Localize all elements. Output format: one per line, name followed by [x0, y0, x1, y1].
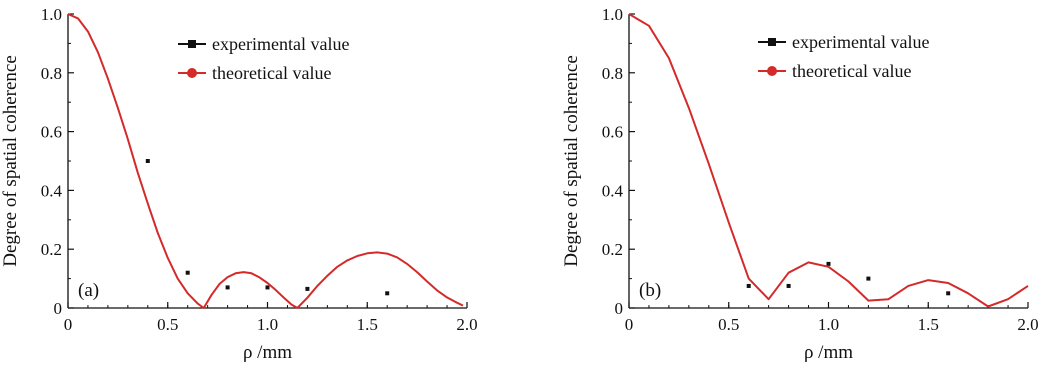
data-point-experimental: [826, 261, 831, 266]
x-tick-label: 0.5: [157, 315, 178, 334]
legend-marker-square: [188, 40, 196, 48]
x-tick-label: 1.0: [257, 315, 278, 334]
x-tick-label: 1.5: [357, 315, 378, 334]
y-tick-label: 0: [54, 299, 63, 318]
data-point-experimental: [866, 276, 871, 281]
x-tick-label: 2.0: [456, 315, 477, 334]
series-line-theoretical: [67, 13, 464, 309]
data-point-experimental: [265, 285, 270, 290]
data-point-experimental: [185, 270, 190, 275]
data-point-experimental: [305, 286, 310, 291]
y-tick-label: 0.8: [41, 64, 62, 83]
panel-label: (a): [78, 280, 99, 301]
y-tick-label: 1.0: [602, 5, 623, 24]
x-axis-label: ρ /mm: [243, 342, 292, 363]
x-tick-label: 0: [625, 315, 634, 334]
x-tick-label: 1.0: [818, 315, 839, 334]
y-tick-label: 0.4: [41, 181, 63, 200]
data-point-experimental: [946, 291, 951, 296]
data-point-experimental: [746, 283, 751, 288]
data-point-experimental: [786, 283, 791, 288]
y-tick-label: 0.2: [602, 240, 623, 259]
y-tick-label: 0: [615, 299, 624, 318]
data-point-experimental: [145, 159, 150, 163]
legend-marker-circle: [767, 66, 777, 76]
y-axis-label: Degree of spatial coherence: [0, 55, 21, 267]
x-tick-label: 0.5: [718, 315, 739, 334]
data-point-experimental: [225, 285, 230, 290]
legend-label: experimental value: [212, 34, 349, 54]
y-tick-label: 1.0: [41, 5, 62, 24]
legend-marker-circle: [187, 68, 197, 78]
y-tick-label: 0.8: [602, 64, 623, 83]
y-tick-label: 0.6: [41, 123, 62, 142]
legend-label: experimental value: [792, 32, 929, 52]
y-tick-label: 0.6: [602, 123, 623, 142]
panel-label: (b): [639, 280, 661, 301]
data-point-experimental: [385, 291, 390, 296]
legend-marker-square: [768, 38, 776, 46]
legend-label: theoretical value: [792, 61, 911, 81]
legend-label: theoretical value: [212, 63, 331, 83]
x-tick-label: 1.5: [918, 315, 939, 334]
x-axis-label: ρ /mm: [804, 342, 853, 363]
y-tick-label: 0.4: [602, 181, 624, 200]
series-line-theoretical: [628, 13, 1029, 308]
x-tick-label: 2.0: [1017, 315, 1038, 334]
y-tick-label: 0.2: [41, 240, 62, 259]
x-tick-label: 0: [64, 315, 73, 334]
y-axis-label: Degree of spatial coherence: [561, 55, 582, 267]
